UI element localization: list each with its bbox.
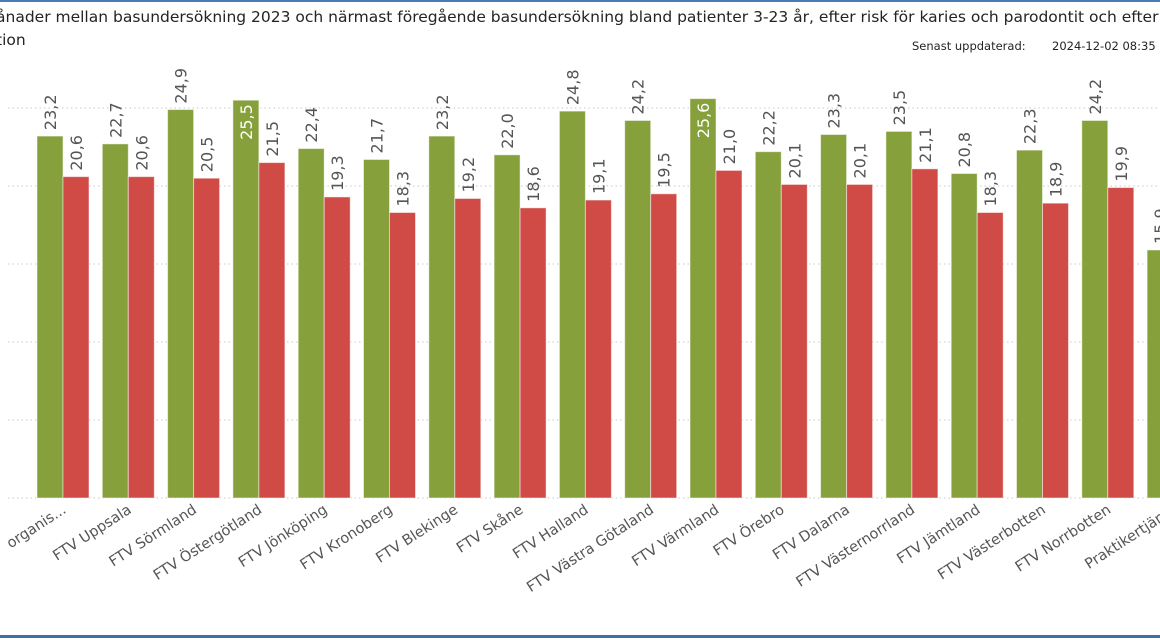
data-label: 19,5 xyxy=(655,152,674,188)
bar xyxy=(323,196,351,499)
bar xyxy=(167,109,195,499)
data-label: 20,5 xyxy=(198,137,217,173)
data-label: 21,5 xyxy=(263,121,282,157)
data-label: 24,2 xyxy=(1086,79,1105,115)
bar xyxy=(101,143,129,499)
bar xyxy=(127,176,155,499)
x-tick-label: FTV Östergötland xyxy=(150,500,265,584)
x-tick-label: FTV Västerbotten xyxy=(935,502,1048,583)
bar xyxy=(911,168,939,499)
bar xyxy=(454,197,482,499)
data-label: 22,3 xyxy=(1021,108,1040,144)
bar xyxy=(1042,202,1069,499)
data-label: 25,6 xyxy=(694,103,713,139)
x-tick-label: FTV Västernorrland xyxy=(794,502,919,591)
data-label: 22,0 xyxy=(498,113,517,149)
bar xyxy=(950,173,978,499)
data-label: 15,9 xyxy=(1151,208,1160,244)
data-label: 20,1 xyxy=(851,143,870,179)
data-label: 18,9 xyxy=(1047,162,1066,198)
data-label: 25,5 xyxy=(237,104,256,140)
title-line-1: ånader mellan basundersökning 2023 och n… xyxy=(0,8,1159,26)
bar xyxy=(885,130,913,499)
bar xyxy=(1016,149,1043,499)
bar xyxy=(650,193,678,499)
data-label: 18,3 xyxy=(981,171,1000,207)
data-label: 20,1 xyxy=(785,143,804,179)
updated-value: 2024-12-02 08:35 xyxy=(1052,39,1156,53)
bar xyxy=(389,212,416,499)
top-border xyxy=(0,0,1160,2)
data-label: 20,8 xyxy=(955,132,974,168)
bar xyxy=(846,183,874,499)
data-label: 23,3 xyxy=(825,93,844,129)
data-label: 21,7 xyxy=(368,118,387,154)
data-label: 23,5 xyxy=(890,90,909,126)
bar xyxy=(297,148,325,499)
data-label: 22,7 xyxy=(106,102,125,138)
bar xyxy=(584,199,612,499)
data-label: 22,4 xyxy=(302,107,321,143)
data-label: 24,2 xyxy=(629,79,648,115)
data-label: 19,9 xyxy=(1112,146,1131,182)
last-updated: Senast uppdaterad: 2024-12-02 08:35 xyxy=(912,39,1156,53)
bar xyxy=(715,169,743,499)
data-label: 20,6 xyxy=(67,135,86,171)
bar xyxy=(976,212,1004,499)
updated-label: Senast uppdaterad: xyxy=(912,39,1026,53)
bar xyxy=(1081,119,1109,499)
bar xyxy=(193,177,221,499)
data-label: 18,6 xyxy=(524,166,543,202)
bar xyxy=(780,183,808,499)
data-label: 18,3 xyxy=(394,171,413,207)
data-label: 23,2 xyxy=(41,94,60,130)
chart-title: ånader mellan basundersökning 2023 och n… xyxy=(0,6,1158,52)
bar xyxy=(689,98,717,499)
data-label: 23,2 xyxy=(433,94,452,130)
bar xyxy=(820,134,848,499)
bar xyxy=(493,154,521,499)
title-line-2: tion xyxy=(0,31,26,49)
bar xyxy=(428,135,456,499)
data-label: 19,3 xyxy=(328,155,347,191)
data-label: 21,0 xyxy=(720,129,739,165)
bar xyxy=(519,207,547,499)
bar xyxy=(232,99,260,499)
bar xyxy=(363,158,390,499)
data-label: 21,1 xyxy=(916,127,935,163)
data-label: 24,8 xyxy=(563,69,582,105)
bar xyxy=(1107,187,1135,499)
bar xyxy=(62,176,90,499)
bar xyxy=(624,119,652,499)
data-label: 19,2 xyxy=(459,157,478,193)
bar xyxy=(558,110,586,499)
data-label: 22,2 xyxy=(759,110,778,146)
bar xyxy=(258,162,286,499)
bar xyxy=(754,151,782,499)
bottom-border xyxy=(0,635,1160,638)
data-label: 20,6 xyxy=(132,135,151,171)
data-label: 19,1 xyxy=(589,158,608,194)
bar xyxy=(1146,249,1160,499)
bar xyxy=(36,135,64,499)
data-label: 24,9 xyxy=(172,68,191,104)
